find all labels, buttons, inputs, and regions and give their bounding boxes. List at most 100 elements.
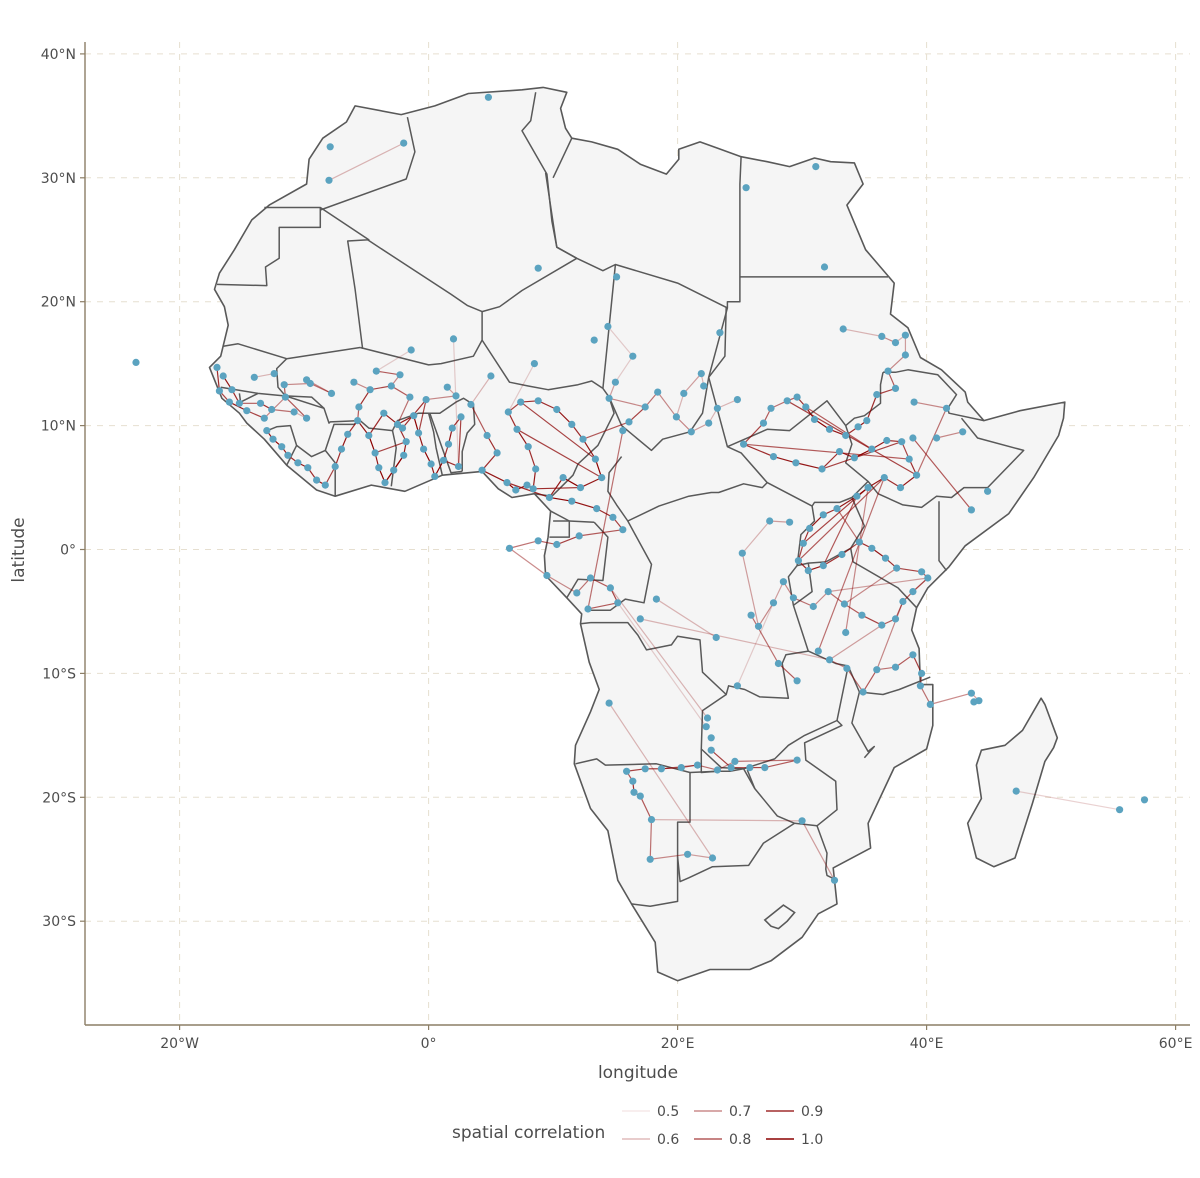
legend-label-2: 0.7	[729, 1104, 751, 1120]
station-point-117	[487, 372, 495, 380]
station-point-178	[891, 615, 900, 623]
country-border-28	[849, 497, 918, 609]
correlation-link-193	[828, 577, 928, 593]
correlation-link-85	[549, 496, 572, 502]
station-point-0	[132, 358, 140, 366]
country-border-50	[286, 445, 298, 466]
station-point-35	[415, 429, 423, 437]
station-point-95	[586, 574, 595, 582]
station-point-51	[422, 396, 430, 404]
station-point-141	[810, 415, 819, 423]
station-point-150	[818, 465, 826, 473]
correlation-link-242	[914, 401, 947, 409]
station-point-234	[605, 699, 613, 707]
station-point-91	[534, 537, 542, 545]
station-point-168	[819, 562, 827, 570]
station-point-139	[842, 431, 850, 440]
station-point-128	[716, 329, 724, 337]
correlation-link-215	[617, 602, 707, 728]
station-point-23	[337, 445, 346, 453]
station-point-75	[517, 398, 525, 406]
station-point-159	[880, 474, 888, 482]
correlation-link-219	[764, 759, 798, 769]
station-point-210	[712, 633, 720, 642]
legend-label-5: 1.0	[801, 1132, 823, 1148]
station-point-2	[219, 372, 227, 380]
station-point-145	[767, 404, 775, 412]
station-point-107	[733, 396, 742, 404]
correlation-link-188	[786, 400, 917, 476]
station-point-164	[806, 524, 814, 533]
station-point-182	[824, 588, 832, 596]
correlation-link-232	[650, 853, 688, 860]
correlation-link-0	[216, 367, 221, 391]
station-point-82	[576, 484, 585, 492]
correlation-link-118	[607, 326, 634, 357]
station-point-73	[513, 425, 521, 433]
station-point-37	[427, 460, 435, 468]
station-points	[132, 93, 1149, 884]
correlation-link-186	[822, 495, 858, 566]
correlation-link-216	[710, 749, 732, 769]
country-border-21	[707, 307, 729, 378]
station-point-205	[793, 677, 801, 685]
station-point-142	[802, 403, 810, 411]
station-point-226	[623, 767, 631, 775]
correlation-link-194	[845, 487, 869, 633]
station-point-228	[630, 788, 638, 796]
correlation-link-179	[772, 581, 784, 604]
station-point-85	[568, 497, 576, 505]
correlation-link-191	[805, 406, 873, 450]
country-border-35	[746, 769, 756, 789]
country-border-1	[216, 206, 322, 287]
axes: 20°W 0° 20°E 40°E 60°E 40°N 30°N 20°N 10°N 0° 10°S…	[41, 42, 1193, 1052]
correlation-link-231	[649, 819, 653, 860]
correlation-link-235	[651, 819, 803, 822]
correlation-link-180	[758, 602, 774, 627]
station-point-93	[543, 571, 551, 580]
station-point-43	[454, 462, 463, 471]
station-point-170	[855, 538, 864, 546]
station-point-165	[799, 539, 807, 547]
correlation-link-204	[930, 692, 972, 705]
station-point-33	[393, 420, 402, 428]
country-border-36	[816, 825, 838, 881]
station-point-126	[812, 163, 820, 171]
station-point-197	[891, 663, 900, 671]
station-point-90	[553, 540, 561, 549]
station-point-213	[702, 723, 710, 731]
correlation-link-57	[284, 382, 311, 386]
station-point-12	[290, 408, 298, 416]
station-point-134	[884, 367, 892, 375]
correlation-link-189	[743, 443, 910, 460]
country-border-4	[552, 137, 573, 179]
station-point-121	[484, 93, 492, 101]
correlation-link-230	[639, 795, 652, 820]
station-point-116	[590, 336, 598, 344]
x-tick-label: 60°E	[1159, 1036, 1193, 1052]
country-border-32	[700, 665, 849, 770]
station-point-222	[693, 761, 702, 769]
correlation-link-123	[843, 328, 882, 337]
station-point-6	[235, 399, 243, 407]
correlation-link-233	[687, 853, 713, 859]
station-point-174	[918, 568, 926, 576]
station-point-103	[672, 413, 681, 421]
station-point-187	[754, 622, 763, 630]
correlation-link-208	[829, 624, 883, 661]
country-border-41	[580, 621, 591, 625]
continent-layer	[208, 86, 1066, 982]
station-point-123	[325, 176, 333, 184]
station-point-198	[909, 651, 917, 659]
station-point-243	[933, 434, 941, 442]
correlation-link-120	[507, 363, 535, 413]
station-point-105	[705, 419, 713, 427]
station-point-153	[868, 445, 876, 453]
country-border-20	[549, 521, 571, 538]
correlation-link-144	[821, 451, 840, 470]
station-point-196	[873, 666, 881, 674]
station-point-59	[303, 376, 311, 384]
station-point-22	[331, 462, 339, 471]
station-point-152	[850, 454, 859, 462]
station-point-49	[380, 409, 388, 417]
